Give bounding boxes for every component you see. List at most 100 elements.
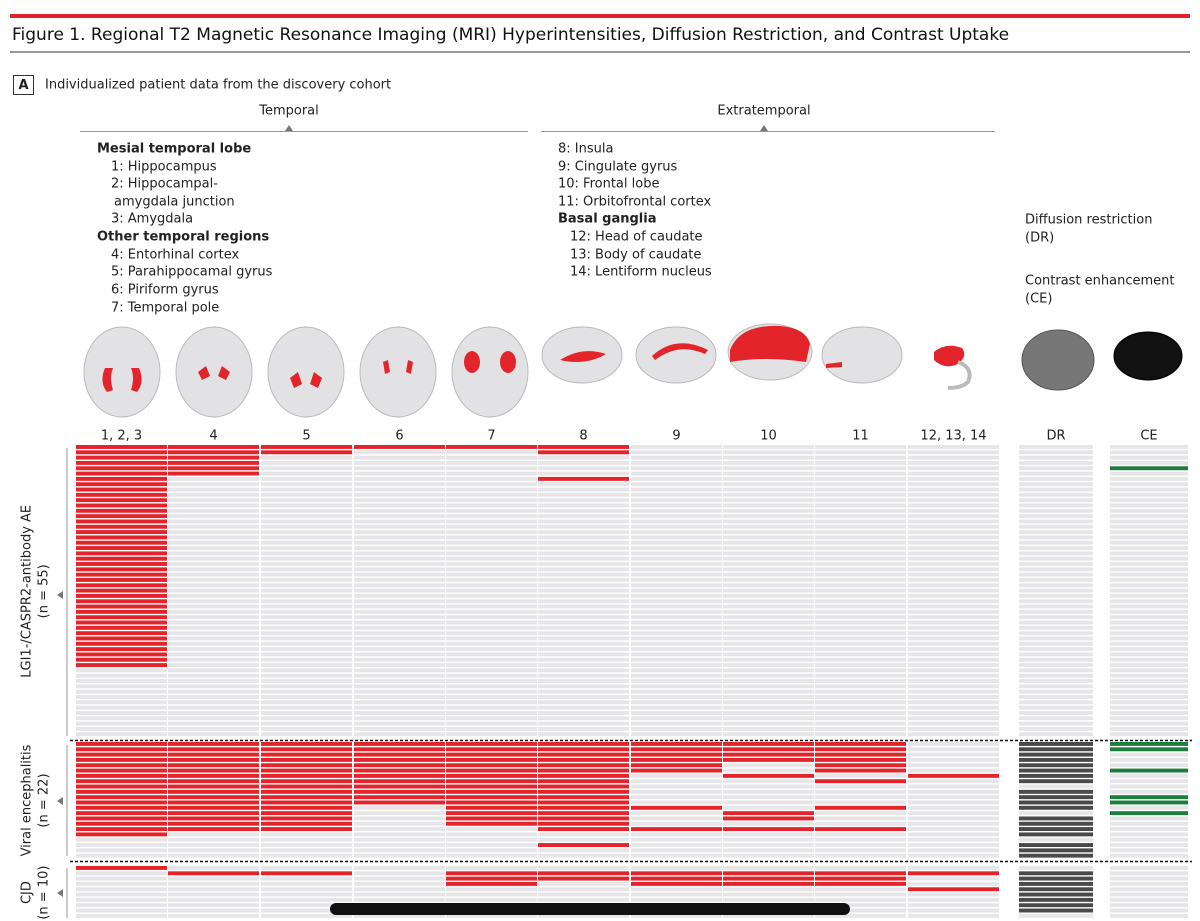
cell [354, 492, 445, 497]
group-n: (n = 22) [37, 773, 52, 827]
cell [168, 535, 259, 540]
cell [354, 673, 445, 678]
cell [815, 641, 906, 646]
cell [815, 897, 906, 902]
column-label: 8 [579, 429, 587, 444]
cell [354, 593, 445, 598]
cell [261, 636, 352, 641]
cell [446, 588, 537, 593]
cell [261, 482, 352, 487]
cell [1019, 843, 1093, 847]
cell [538, 779, 629, 784]
cell [631, 487, 722, 492]
cell [261, 460, 352, 465]
cell [76, 673, 167, 678]
legend-item: 12: Head of caudate [570, 230, 703, 245]
cell [908, 789, 999, 794]
cell [1110, 514, 1188, 519]
cell [1110, 641, 1188, 646]
cell [446, 647, 537, 652]
cell [815, 524, 906, 529]
cell [908, 498, 999, 503]
cell [1019, 742, 1093, 746]
cell [168, 821, 259, 826]
cell [354, 567, 445, 572]
cell [1019, 476, 1093, 481]
cell [1110, 524, 1188, 529]
cell [631, 726, 722, 731]
cell [261, 641, 352, 646]
cell [168, 897, 259, 902]
cell [723, 897, 814, 902]
cell [908, 615, 999, 620]
cell [168, 779, 259, 784]
cell [168, 540, 259, 545]
cell [446, 572, 537, 577]
cell [908, 700, 999, 705]
cell [538, 679, 629, 683]
cell [261, 455, 352, 460]
cell [631, 551, 722, 556]
group-heading: Temporal [258, 104, 319, 119]
cell [76, 866, 167, 870]
cell [631, 593, 722, 598]
cell [168, 599, 259, 604]
cell [354, 779, 445, 784]
cell [631, 535, 722, 540]
cell [354, 615, 445, 620]
cell [538, 689, 629, 694]
cell [908, 871, 999, 876]
cell [1110, 789, 1188, 794]
cell [76, 615, 167, 620]
cell [168, 498, 259, 503]
cell [168, 747, 259, 752]
cell [168, 763, 259, 768]
cell [446, 763, 537, 768]
cell [1110, 567, 1188, 572]
cell [1019, 716, 1093, 721]
cell [538, 752, 629, 757]
cell [908, 620, 999, 625]
legend-heading: Mesial temporal lobe [97, 142, 251, 157]
cell [538, 716, 629, 721]
cell [446, 837, 537, 842]
cell [631, 636, 722, 641]
group-label: LGI1-/CASPR2-antibody AE [20, 505, 35, 678]
cell [446, 445, 537, 449]
cell [261, 763, 352, 768]
cell [354, 827, 445, 832]
cell [723, 482, 814, 487]
cell [908, 827, 999, 832]
cell [76, 853, 167, 858]
cell [631, 498, 722, 503]
cell [1110, 445, 1188, 449]
cell [446, 530, 537, 535]
legend-item: 13: Body of caudate [570, 248, 701, 263]
cell [354, 647, 445, 652]
cell [1110, 540, 1188, 545]
cell [908, 773, 999, 778]
cell [1110, 673, 1188, 678]
cell [631, 811, 722, 816]
cell [261, 551, 352, 556]
cell [261, 530, 352, 535]
cell [538, 668, 629, 673]
cell [908, 567, 999, 572]
column-label: CE [1140, 429, 1157, 444]
cell [815, 657, 906, 662]
cell [261, 903, 352, 908]
cell [76, 647, 167, 652]
cell [908, 593, 999, 598]
cell [354, 604, 445, 609]
cell [446, 636, 537, 641]
cell [1110, 795, 1188, 800]
cell [631, 508, 722, 513]
cell [908, 530, 999, 535]
cell [446, 615, 537, 620]
group-heading: Extratemporal [717, 104, 810, 119]
cell [446, 866, 537, 870]
legend-temporal: Mesial temporal lobe 1: Hippocampus 2: H… [97, 142, 273, 316]
cell [76, 784, 167, 789]
cell [908, 487, 999, 492]
brain-region [290, 372, 322, 388]
